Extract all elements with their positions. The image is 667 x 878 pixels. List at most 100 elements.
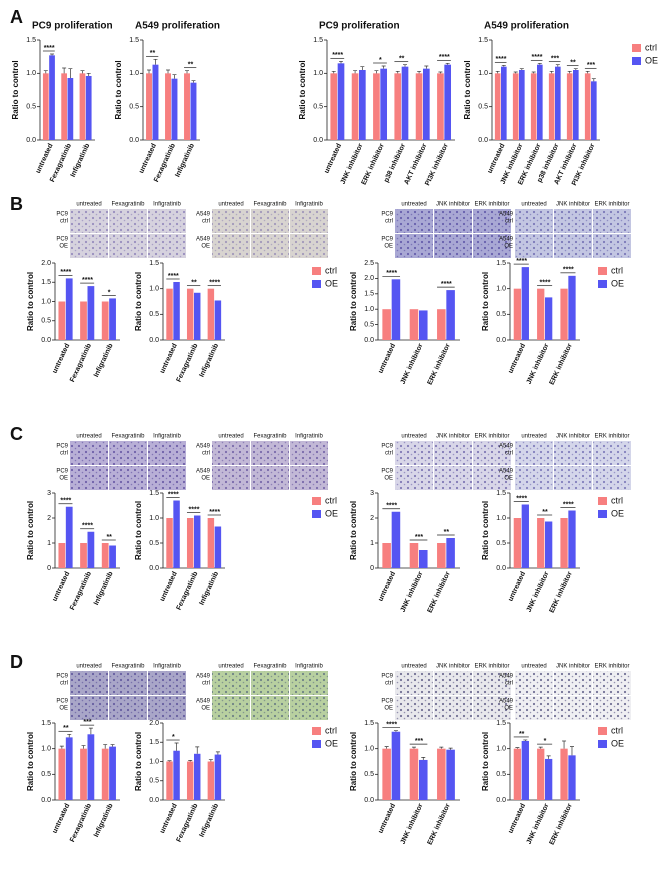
micrograph-row-label: A549 (499, 212, 514, 218)
x-tick-label: ERK inhibitor (427, 802, 452, 846)
error-bar (417, 70, 422, 74)
y-tick-label: 1.5 (496, 720, 506, 727)
micrograph-image (290, 441, 328, 465)
bar (67, 78, 74, 140)
y-axis-label: Ratio to control (134, 732, 143, 791)
y-tick-label: 0 (370, 565, 374, 572)
x-tick-label: untreated (35, 143, 55, 175)
y-tick-label: 1.5 (313, 37, 323, 44)
y-tick-label: 1.5 (149, 490, 159, 497)
significance-label: **** (439, 54, 450, 61)
y-tick-label: 0.0 (478, 137, 488, 144)
micrograph-image (251, 441, 289, 465)
micrograph-image (148, 466, 186, 490)
chart-title: PC9 proliferation (32, 21, 113, 32)
y-tick-label: 0 (47, 565, 51, 572)
micrograph-image (70, 441, 108, 465)
micrograph-row-label: ctrl (505, 219, 513, 225)
x-tick-label: untreated (159, 803, 179, 835)
error-bar (501, 64, 506, 67)
error-bar (562, 740, 567, 749)
bar (419, 759, 428, 800)
micrograph-image (473, 234, 511, 258)
error-bar (166, 69, 171, 74)
micrograph-row-label: OE (504, 476, 513, 482)
y-axis-label: Ratio to control (26, 501, 35, 560)
bar (101, 301, 109, 340)
micrograph-column-label: Infigratinib (153, 434, 181, 440)
micrograph-image (395, 441, 433, 465)
y-tick-label: 1.0 (149, 286, 159, 293)
bar (194, 515, 201, 568)
legend-swatch (312, 280, 321, 288)
micrograph-image (395, 234, 433, 258)
error-bar (523, 739, 528, 741)
bar (58, 301, 66, 340)
error-bar (167, 760, 172, 762)
y-axis-label: Ratio to control (463, 60, 472, 119)
bar (537, 288, 545, 340)
error-bar (538, 746, 543, 749)
legend-label: OE (645, 55, 658, 65)
x-tick-label: p38 inhibitor (383, 142, 407, 183)
bar (80, 748, 87, 800)
x-tick-label: AKT inhibitor (403, 142, 428, 185)
error-bar (549, 70, 554, 74)
bar (207, 518, 215, 568)
bar (419, 550, 428, 568)
bar (85, 76, 92, 140)
y-tick-label: 0.5 (313, 104, 323, 111)
legend-swatch (312, 740, 321, 748)
y-tick-label: 2.0 (149, 720, 159, 727)
panel-label: D (10, 652, 23, 672)
micrograph-row-label: PC9 (381, 699, 393, 705)
y-tick-label: 0.5 (26, 104, 36, 111)
bar (184, 73, 190, 140)
error-bar (421, 757, 426, 760)
legend-label: OE (325, 738, 338, 748)
micrograph-image (251, 209, 289, 233)
y-tick-label: 0.0 (41, 337, 51, 344)
x-tick-label: Infigratinib (199, 803, 221, 839)
micrograph-column-label: Infigratinib (295, 664, 323, 670)
y-tick-label: 2.5 (364, 260, 374, 267)
bar (330, 73, 338, 140)
micrograph-row-label: A549 (196, 237, 211, 243)
y-tick-label: 1.5 (41, 279, 51, 286)
significance-label: **** (209, 280, 220, 287)
error-bar (172, 74, 177, 79)
y-tick-label: 0.0 (149, 337, 159, 344)
legend-label: OE (611, 738, 624, 748)
bar (409, 748, 419, 800)
bar (444, 64, 452, 140)
y-tick-label: 2.0 (364, 275, 374, 282)
bar (521, 740, 529, 800)
y-tick-label: 0.0 (149, 565, 159, 572)
bar (380, 68, 388, 140)
significance-label: *** (415, 738, 423, 745)
bar (545, 297, 553, 340)
micrograph-image (212, 671, 250, 695)
micrograph-image (70, 466, 108, 490)
significance-label: ** (191, 280, 197, 287)
bar (391, 511, 401, 568)
y-axis-label: Ratio to control (481, 501, 490, 560)
micrograph-image (554, 466, 592, 490)
micrograph-column-label: ERK inhibitor (474, 434, 509, 440)
x-tick-label: ERK inhibitor (549, 342, 574, 386)
y-axis-label: Ratio to control (134, 272, 143, 331)
significance-label: **** (82, 523, 93, 530)
error-bar (448, 747, 453, 750)
bar (545, 758, 553, 800)
micrograph-column-label: untreated (218, 434, 243, 440)
micrograph-row-label: A549 (196, 469, 211, 475)
micrograph-image (212, 441, 250, 465)
legend-swatch (312, 510, 321, 518)
micrograph-image (554, 696, 592, 720)
chart-title: A549 proliferation (484, 21, 569, 32)
chart-title: A549 proliferation (135, 21, 220, 32)
error-bar (103, 744, 108, 749)
micrograph-column-label: untreated (76, 664, 101, 670)
micrograph-image (554, 441, 592, 465)
micrograph-row-label: PC9 (381, 674, 393, 680)
